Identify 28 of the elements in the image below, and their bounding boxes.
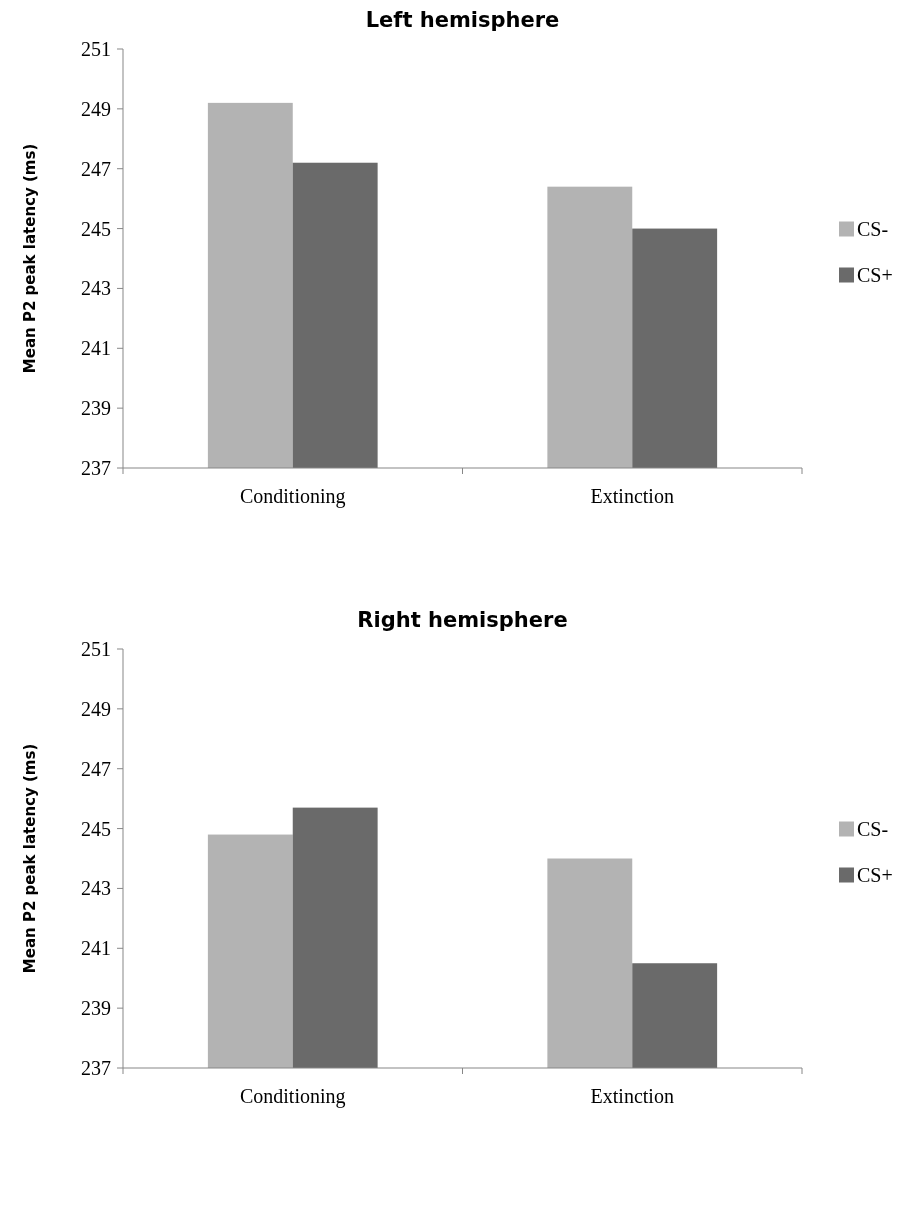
y-axis-title: Mean P2 peak latency (ms) (21, 743, 39, 974)
y-tick-label: 245 (81, 817, 111, 840)
y-tick-label: 239 (81, 397, 111, 420)
y-tick-label: 237 (81, 457, 111, 479)
y-tick-label: 251 (81, 38, 111, 60)
y-tick-label: 243 (81, 277, 111, 300)
chart-title: Right hemisphere (357, 608, 568, 632)
y-tick-label: 245 (81, 217, 111, 240)
legend-label: CS+ (857, 263, 893, 286)
y-tick-label: 251 (81, 638, 111, 660)
x-tick-label: Conditioning (239, 1085, 346, 1108)
legend-label: CS+ (857, 863, 893, 886)
x-tick-label: Extinction (590, 1085, 674, 1107)
y-axis-title: Mean P2 peak latency (ms) (21, 143, 39, 374)
y-tick-label: 247 (81, 757, 111, 780)
y-tick-label: 243 (81, 877, 111, 900)
y-tick-label: 241 (81, 937, 111, 960)
y-tick-label: 237 (81, 1057, 111, 1079)
legend-label: CS- (857, 817, 889, 840)
legend-label: CS- (857, 217, 889, 240)
x-tick-label: Conditioning (239, 485, 346, 508)
chart-title: Left hemisphere (365, 8, 560, 32)
y-tick-label: 249 (81, 97, 111, 120)
y-tick-label: 241 (81, 337, 111, 360)
y-tick-label: 249 (81, 697, 111, 720)
y-tick-label: 239 (81, 997, 111, 1020)
y-tick-label: 247 (81, 157, 111, 180)
x-tick-label: Extinction (590, 485, 674, 507)
